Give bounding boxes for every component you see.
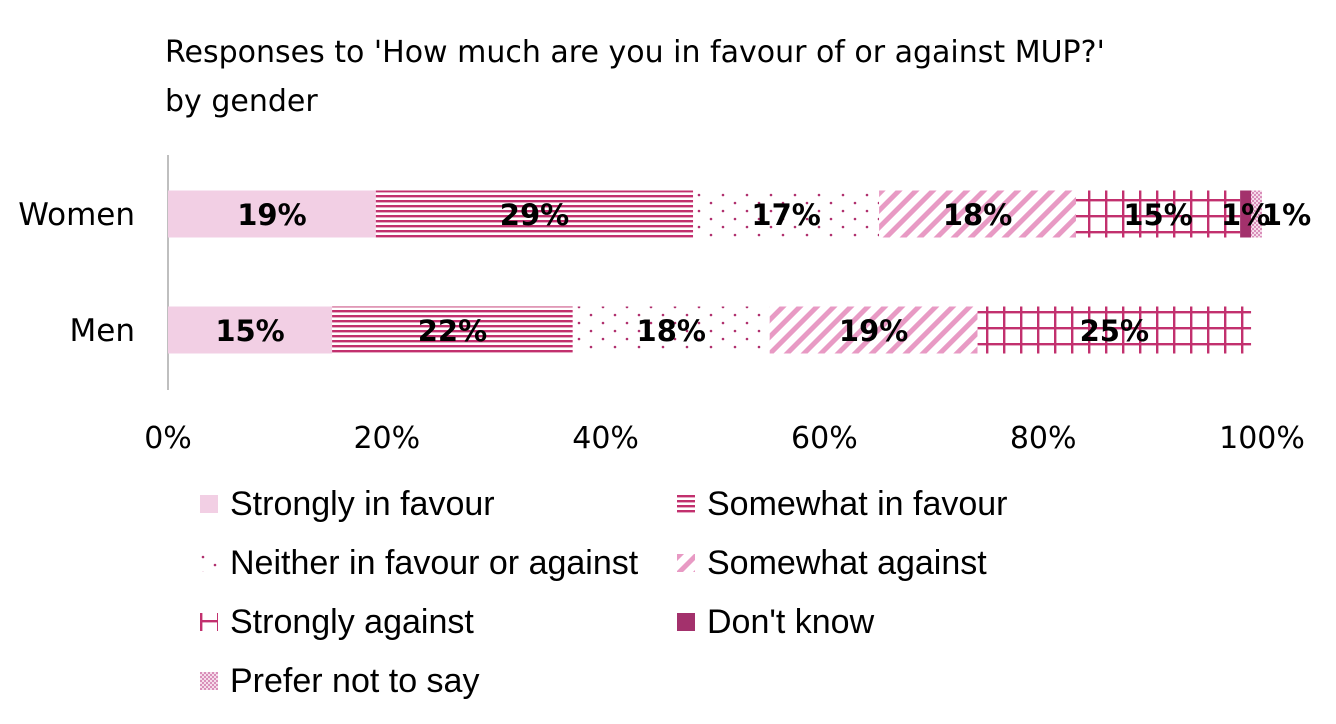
- data-label-men-strongly-in-favour: 15%: [215, 314, 284, 348]
- legend-swatch-somewhat-against: [677, 554, 695, 572]
- x-tick-label: 100%: [1219, 421, 1305, 456]
- chart-title-line-2: by gender: [165, 84, 318, 119]
- legend-label: Prefer not to say: [230, 661, 480, 700]
- bar-women-strongly-in-favour: [168, 190, 376, 238]
- legend-swatch-somewhat-in-favour: [677, 495, 695, 513]
- legend-label: Somewhat against: [707, 543, 987, 582]
- x-tick-label: 40%: [572, 421, 639, 456]
- bar-men-somewhat-against: [769, 306, 978, 354]
- legend-label: Strongly in favour: [230, 484, 495, 523]
- legend-item-prefer-not-to-say: Prefer not to say: [200, 661, 479, 701]
- x-tick-label: 60%: [791, 421, 858, 456]
- data-label-men-strongly-against: 25%: [1080, 314, 1149, 348]
- x-tick-label: 80%: [1010, 421, 1077, 456]
- bar-women-somewhat-in-favour: [375, 190, 694, 238]
- legend-label: Somewhat in favour: [707, 484, 1008, 523]
- legend-item-somewhat-in-favour: Somewhat in favour: [677, 484, 1008, 524]
- legend-swatch-prefer-not-to-say: [200, 672, 218, 690]
- bar-women-prefer-not-to-say: [1251, 190, 1262, 238]
- legend-swatch-don-t-know: [677, 613, 695, 631]
- legend-item-strongly-against: Strongly against: [200, 602, 474, 642]
- legend-item-neither-in-favour-or-against: Neither in favour or against: [200, 543, 638, 583]
- data-label-women-somewhat-in-favour: 29%: [500, 198, 569, 232]
- data-label-men-neither-in-favour-or-against: 18%: [637, 314, 706, 348]
- x-tick-label: 0%: [144, 421, 192, 456]
- category-label-women: Women: [18, 197, 135, 233]
- bar-men-somewhat-in-favour: [332, 306, 573, 354]
- data-label-women-strongly-against: 15%: [1123, 198, 1192, 232]
- data-label-women-prefer-not-to-say: 1%: [1262, 198, 1311, 232]
- bar-men-strongly-against: [977, 306, 1252, 354]
- labels-layer: 19% 29% 17% 18% 15% 1%1% 15% 22% 18% 19% 25%: [215, 198, 1311, 348]
- legend-label: Strongly against: [230, 602, 474, 641]
- legend-item-somewhat-against: Somewhat against: [677, 543, 987, 583]
- bar-women-somewhat-against: [879, 190, 1077, 238]
- data-label-women-neither-in-favour-or-against: 17%: [751, 198, 820, 232]
- legend-label: Neither in favour or against: [230, 543, 639, 582]
- legend-label: Don't know: [707, 602, 875, 641]
- chart-title-line-1: Responses to 'How much are you in favour…: [165, 35, 1105, 70]
- data-label-women-strongly-in-favour: 19%: [237, 198, 306, 232]
- bar-women-strongly-against: [1076, 190, 1241, 238]
- data-label-men-somewhat-against: 19%: [839, 314, 908, 348]
- data-label-men-somewhat-in-favour: 22%: [418, 314, 487, 348]
- category-label-men: Men: [70, 313, 135, 349]
- bars-layer: [168, 190, 1262, 354]
- legend-swatch-strongly-in-favour: [200, 495, 218, 513]
- bar-women-neither-in-favour-or-against: [693, 190, 880, 238]
- chart-title: Responses to 'How much are you in favour…: [165, 28, 1265, 126]
- bar-women-don-t-know: [1240, 190, 1252, 238]
- legend-item-strongly-in-favour: Strongly in favour: [200, 484, 495, 524]
- axis-layer: Women Men 0% 20% 40% 60% 80% 100%: [18, 197, 1305, 456]
- bar-men-neither-in-favour-or-against: [572, 306, 770, 354]
- x-tick-label: 20%: [353, 421, 420, 456]
- data-label-women-don-t-know: 1%: [1221, 198, 1270, 232]
- bar-men-strongly-in-favour: [168, 306, 333, 354]
- legend-swatch-strongly-against: [200, 613, 218, 631]
- legend-item-don-t-know: Don't know: [677, 602, 874, 642]
- data-label-women-somewhat-against: 18%: [943, 198, 1012, 232]
- legend-swatch-neither-in-favour-or-against: [200, 554, 218, 572]
